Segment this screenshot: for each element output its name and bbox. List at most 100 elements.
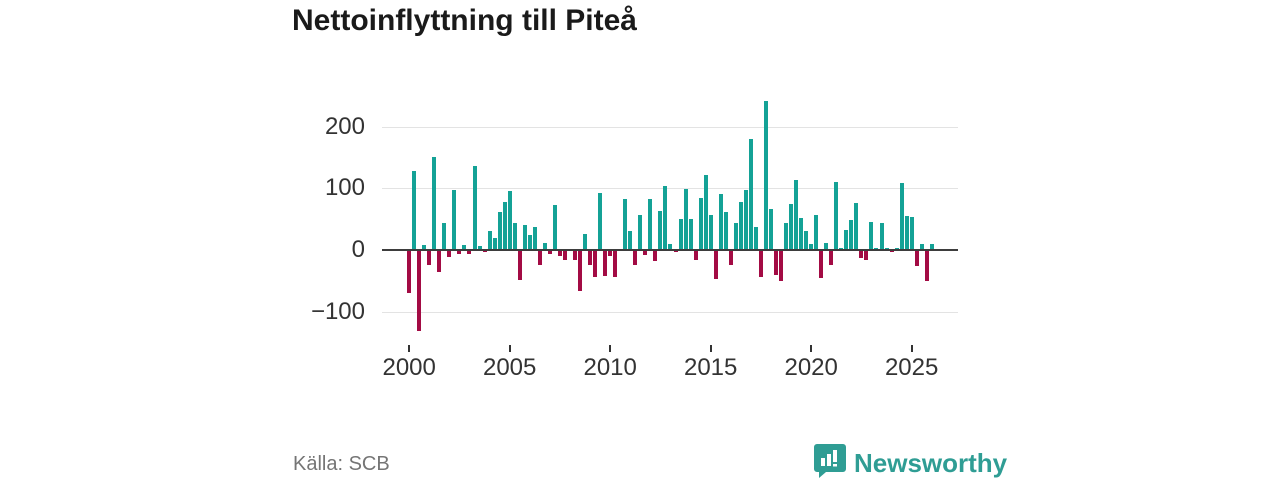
- quarter-bar: [537, 250, 542, 265]
- quarter-bar: [804, 231, 809, 250]
- gridline: [382, 126, 958, 128]
- quarter-bar: [578, 250, 583, 292]
- quarter-bar: [794, 179, 799, 250]
- x-tick-mark: [910, 345, 913, 352]
- quarter-bar: [809, 243, 814, 250]
- quarter-bar: [497, 212, 502, 250]
- quarter-bar: [422, 245, 427, 250]
- quarter-bar: [492, 238, 497, 250]
- x-tick-label: 2010: [583, 354, 637, 381]
- quarter-bar: [407, 250, 412, 294]
- x-tick-mark: [609, 345, 612, 352]
- quarter-bar: [668, 244, 673, 250]
- quarter-bar: [854, 203, 859, 250]
- quarter-bar: [914, 250, 919, 267]
- y-tick-label: −100: [310, 297, 365, 325]
- quarter-bar: [437, 250, 442, 273]
- quarter-bar: [859, 250, 864, 259]
- quarter-bar: [452, 189, 457, 250]
- quarter-bar: [477, 246, 482, 250]
- quarter-bar: [753, 227, 758, 250]
- quarter-bar: [512, 222, 517, 250]
- quarter-bar: [728, 250, 733, 265]
- quarter-bar: [824, 243, 829, 250]
- zero-axis-line: [382, 248, 958, 252]
- y-tick-label: 100: [324, 174, 365, 202]
- quarter-bar: [708, 214, 713, 250]
- quarter-bar: [517, 250, 522, 280]
- quarter-bar: [768, 209, 773, 250]
- x-tick-label: 2000: [382, 354, 436, 381]
- quarter-bar: [507, 190, 512, 250]
- quarter-bar: [658, 210, 663, 250]
- x-tick-label: 2020: [784, 354, 838, 381]
- quarter-bar: [789, 203, 794, 250]
- quarter-bar: [487, 231, 492, 250]
- quarter-bar: [552, 204, 557, 250]
- quarter-bar: [899, 183, 904, 250]
- quarter-bar: [678, 219, 683, 250]
- quarter-bar: [482, 250, 487, 253]
- x-tick-label: 2015: [683, 354, 738, 381]
- quarter-bar: [623, 198, 628, 250]
- quarter-bar: [643, 250, 648, 255]
- quarter-bar: [547, 250, 552, 255]
- quarter-bar: [442, 222, 447, 250]
- quarter-bar: [889, 250, 894, 253]
- quarter-bar: [748, 138, 753, 250]
- quarter-bar: [774, 250, 778, 275]
- quarter-bar: [648, 199, 653, 250]
- quarter-bar: [608, 250, 613, 256]
- quarter-bar: [703, 175, 708, 250]
- quarter-bar: [758, 250, 763, 278]
- quarter-bar: [467, 250, 472, 255]
- quarter-bar: [723, 212, 728, 250]
- quarter-bar: [879, 223, 884, 250]
- quarter-bar: [502, 201, 507, 250]
- quarter-bar: [839, 247, 844, 250]
- gridline: [382, 311, 958, 313]
- quarter-bar: [819, 250, 824, 278]
- quarter-bar: [427, 250, 432, 266]
- quarter-bar: [598, 193, 603, 250]
- quarter-bar: [738, 201, 743, 250]
- brand-wordmark: Newsworthy: [854, 448, 1008, 478]
- quarter-bar: [432, 157, 437, 250]
- quarter-bar: [919, 243, 924, 250]
- quarter-bar: [472, 166, 477, 250]
- quarter-bar: [633, 250, 638, 266]
- quarter-bar: [904, 216, 909, 250]
- quarter-bar: [527, 234, 532, 250]
- bar-chart-speech-bubble-icon: [813, 443, 847, 480]
- x-tick-mark: [508, 345, 511, 352]
- gridline: [382, 188, 958, 190]
- quarter-bar: [844, 230, 849, 250]
- brand-footer: Newsworthy: [813, 443, 1007, 480]
- quarter-bar: [814, 215, 819, 250]
- quarter-bar: [924, 250, 929, 282]
- quarter-bar: [583, 233, 588, 250]
- quarter-bar: [864, 250, 869, 261]
- quarter-bar: [412, 171, 417, 250]
- quarter-bar: [557, 250, 562, 256]
- x-tick-label: 2025: [884, 354, 939, 381]
- quarter-bar: [542, 242, 547, 250]
- quarter-bar: [683, 188, 688, 250]
- quarter-bar: [743, 190, 748, 250]
- quarter-bar: [698, 198, 703, 250]
- source-caption: Källa: SCB: [293, 453, 390, 475]
- quarter-bar: [779, 250, 784, 282]
- y-tick-label: 0: [351, 236, 365, 263]
- quarter-bar: [613, 250, 618, 277]
- quarter-bar: [562, 250, 567, 261]
- quarter-bar: [834, 182, 839, 250]
- quarter-bar: [628, 231, 633, 250]
- quarter-bar: [733, 222, 738, 250]
- quarter-bar: [799, 217, 804, 250]
- quarter-bar: [763, 101, 768, 250]
- quarter-bar: [417, 250, 422, 332]
- quarter-bar: [884, 247, 889, 250]
- quarter-bar: [593, 250, 598, 277]
